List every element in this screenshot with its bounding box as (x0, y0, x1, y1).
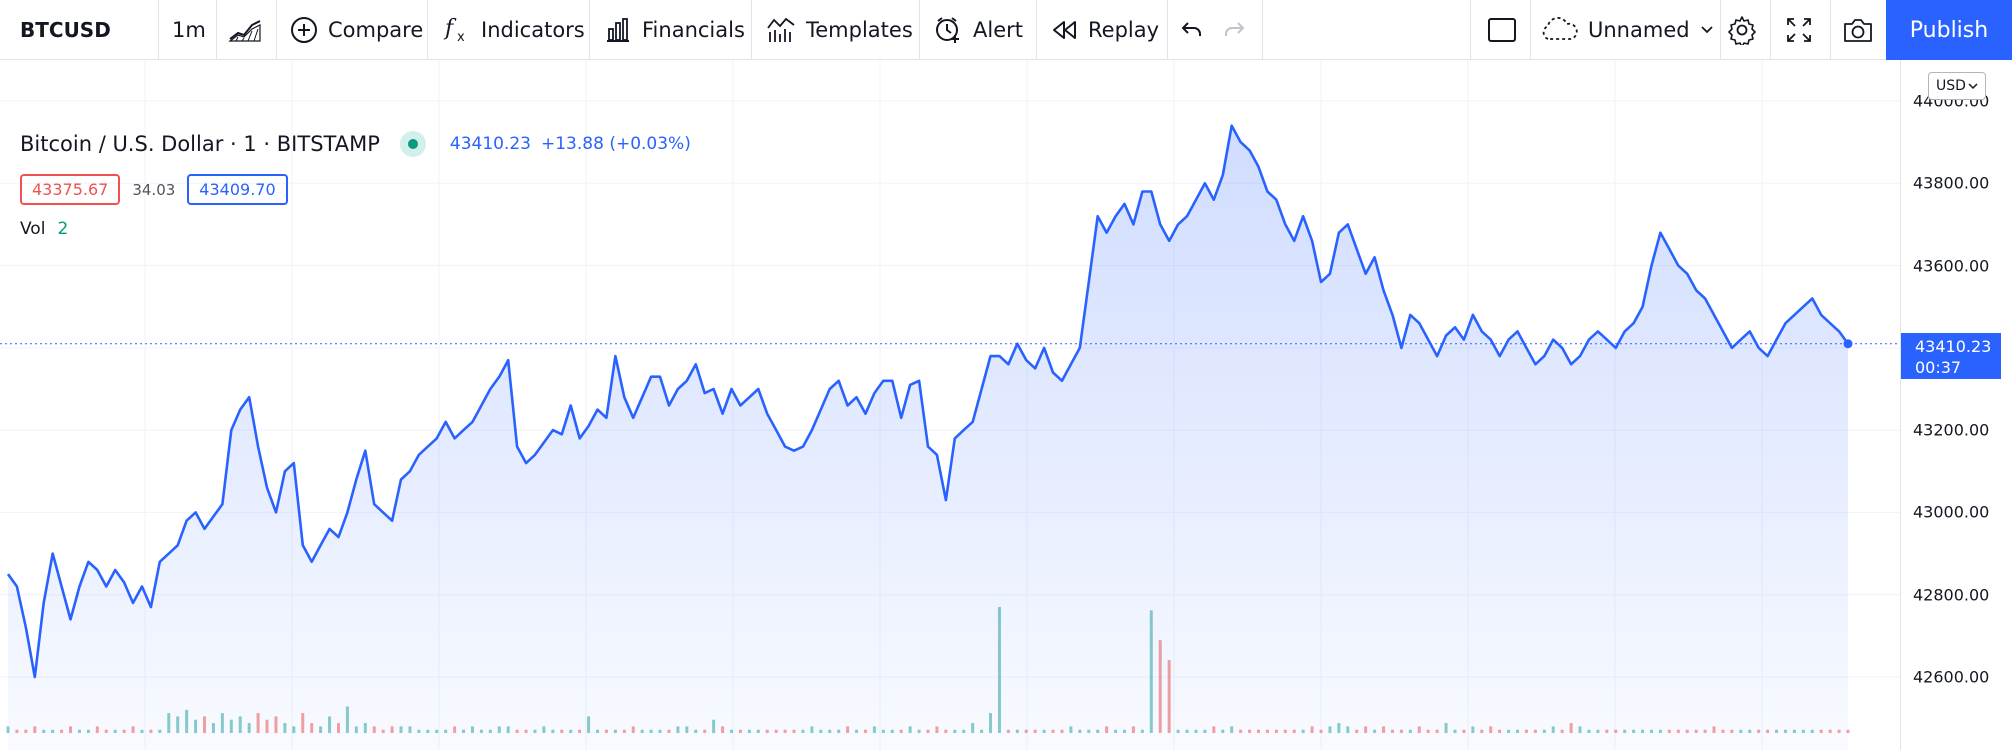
svg-text:x: x (457, 30, 465, 45)
snapshot-button[interactable] (1842, 0, 1874, 60)
price-axis-tick: 43200.00 (1913, 420, 1990, 440)
bar-chart-icon (607, 18, 629, 42)
price-axis-tick: 42800.00 (1913, 585, 1990, 605)
rewind-icon (1053, 21, 1076, 39)
layout-name-label: Unnamed (1588, 18, 1690, 42)
templates-label: Templates (806, 18, 913, 42)
bar-countdown-label: 00:37 (1915, 357, 1962, 377)
fullscreen-select-button[interactable] (1487, 0, 1517, 60)
chevron-down-icon (1700, 26, 1713, 34)
price-axis-tick: 43000.00 (1913, 502, 1990, 522)
camera-icon (1844, 19, 1872, 42)
price-line (6, 124, 1850, 679)
alarm-clock-icon (936, 17, 959, 43)
last-price-dot (1843, 339, 1853, 349)
chart-legend: Bitcoin / U.S. Dollar · 1 · BITSTAMP 434… (20, 130, 691, 239)
layout-menu-button[interactable]: Unnamed (1540, 0, 1714, 60)
chart-style-button[interactable] (228, 0, 262, 60)
currency-label: USD (1936, 78, 1966, 94)
templates-button[interactable]: Templates (766, 0, 913, 60)
alert-label: Alert (973, 18, 1023, 42)
compare-label: Compare (328, 18, 424, 42)
cloud-icon (1542, 17, 1578, 40)
undo-icon (1181, 22, 1201, 36)
area-chart-icon (228, 20, 261, 42)
replay-button[interactable]: Replay (1050, 0, 1159, 60)
market-status-icon (399, 131, 426, 157)
symbol-search-button[interactable]: BTCUSD (20, 0, 111, 60)
redo-button[interactable] (1222, 0, 1246, 60)
currency-selector[interactable]: USD (1928, 72, 1986, 100)
square-icon (1488, 18, 1516, 42)
gear-icon (1728, 16, 1756, 45)
symbol-label: BTCUSD (20, 18, 111, 42)
price-axis-tick: 42600.00 (1913, 667, 1990, 687)
current-price-tag: 43410.23 00:37 (1901, 332, 2001, 379)
chevron-down-icon (1968, 83, 1978, 90)
price-change-value: +13.88 (+0.03%) (541, 134, 691, 154)
price-axis-tick: 43800.00 (1913, 173, 1990, 193)
expand-icon (1787, 18, 1811, 42)
price-area-fill (8, 125, 1848, 750)
undo-button[interactable] (1180, 0, 1204, 60)
spread-value: 34.03 (132, 180, 176, 199)
settings-button[interactable] (1727, 0, 1757, 60)
alert-button[interactable]: Alert (933, 0, 1023, 60)
compare-button[interactable]: Compare (290, 0, 423, 60)
ask-price-box[interactable]: 43409.70 (187, 174, 288, 205)
replay-label: Replay (1088, 18, 1160, 42)
financials-button[interactable]: Financials (604, 0, 745, 60)
volume-value: 2 (57, 219, 69, 239)
templates-icon (767, 17, 795, 42)
publish-button[interactable]: Publish (1886, 0, 2012, 60)
chart-pane[interactable]: Bitcoin / U.S. Dollar · 1 · BITSTAMP 434… (0, 60, 1900, 750)
current-price-label: 43410.23 (1915, 336, 1992, 356)
plus-circle-icon (291, 17, 317, 43)
interval-button[interactable]: 1m (172, 0, 206, 60)
fullscreen-button[interactable] (1786, 0, 1812, 60)
svg-text:f: f (443, 16, 457, 41)
interval-label: 1m (172, 18, 206, 42)
bid-price-box[interactable]: 43375.67 (20, 174, 121, 205)
indicators-label: Indicators (481, 18, 585, 42)
last-price-value: 43410.23 (449, 134, 531, 154)
symbol-title: Bitcoin / U.S. Dollar · 1 · BITSTAMP (20, 132, 380, 156)
price-axis[interactable]: 44000.0043800.0043600.0043400.0043200.00… (1900, 60, 2012, 750)
price-chart[interactable] (0, 60, 1900, 750)
redo-icon (1225, 22, 1245, 36)
volume-label: Vol (20, 219, 46, 239)
financials-label: Financials (642, 18, 745, 42)
publish-label: Publish (1909, 17, 1989, 43)
price-axis-tick: 43600.00 (1913, 256, 1990, 276)
